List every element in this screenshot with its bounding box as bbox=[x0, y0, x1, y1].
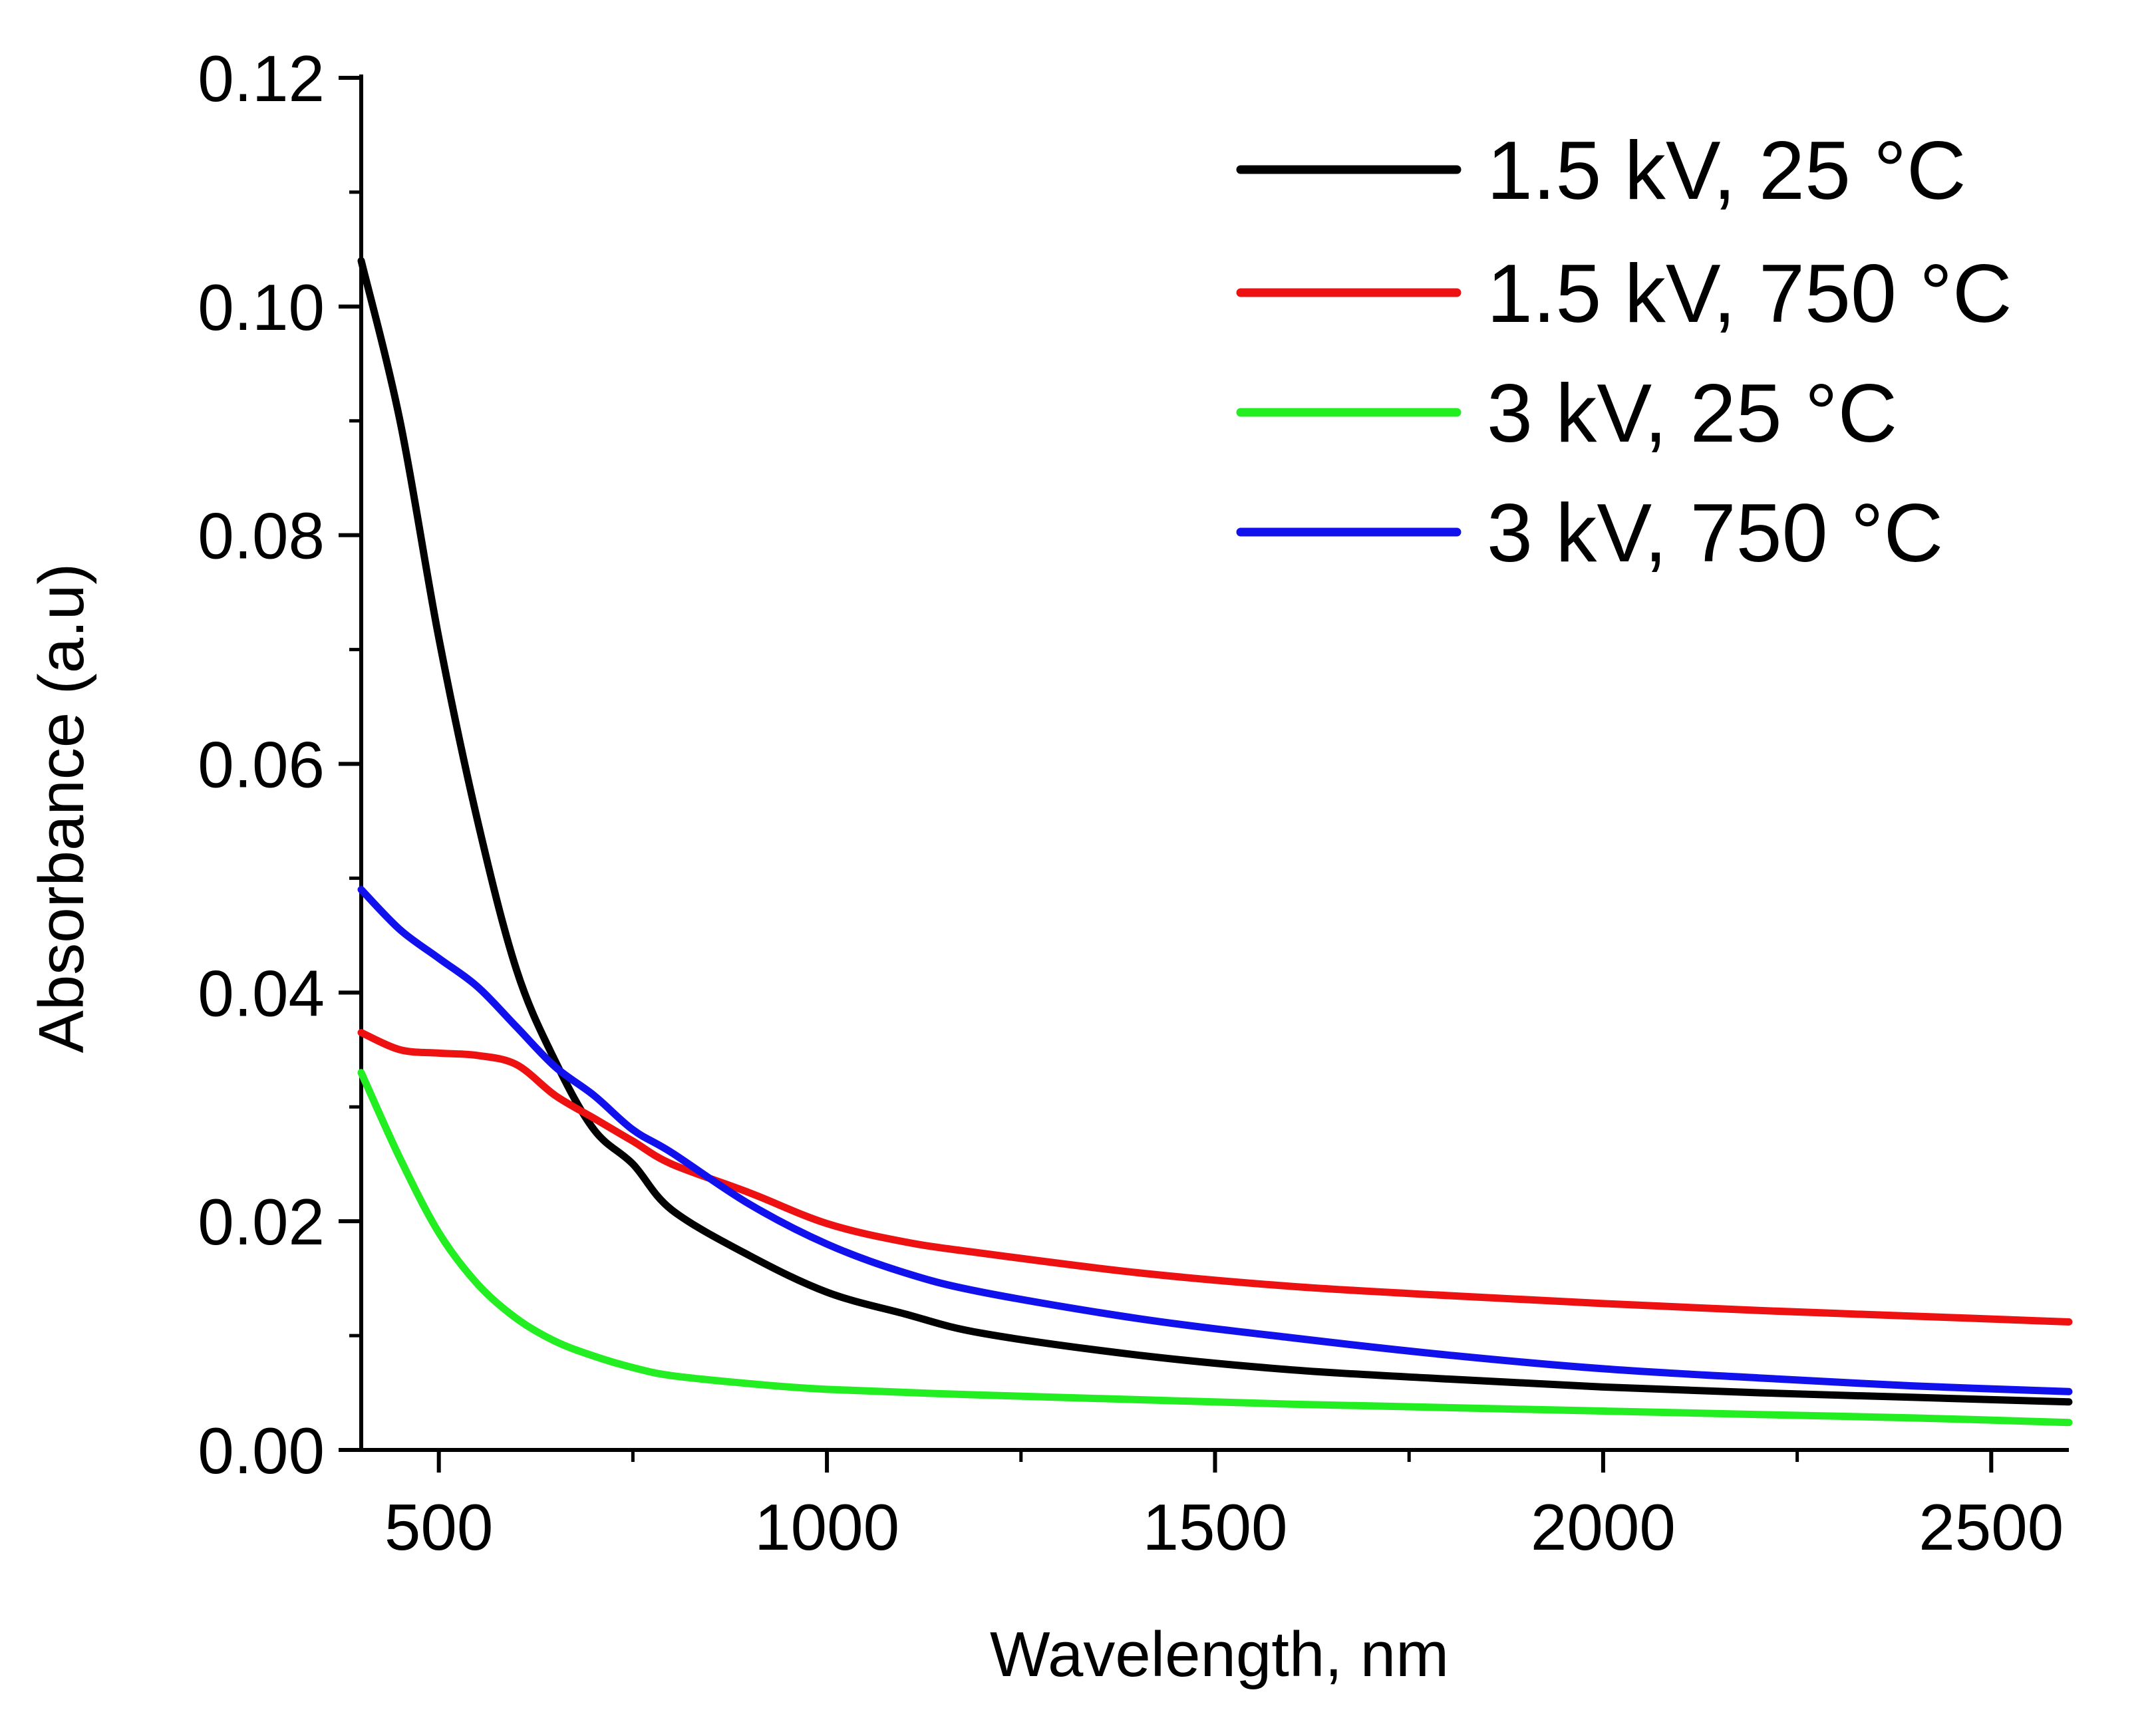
legend: 1.5 kV, 25 °C 1.5 kV, 750 °C 3 kV, 25 °C 3 … bbox=[1236, 125, 2012, 579]
x-tick-label: 1500 bbox=[1142, 1491, 1287, 1564]
y-tick-label: 0.02 bbox=[198, 1185, 325, 1258]
y-tick-label: 0.12 bbox=[198, 42, 325, 115]
y-tick-label: 0.08 bbox=[198, 499, 325, 573]
x-axis-title: Wavelength, nm bbox=[990, 1619, 1449, 1690]
x-tick-label: 1000 bbox=[754, 1491, 899, 1564]
x-tick-label: 2000 bbox=[1531, 1491, 1676, 1564]
series-line-1-5kv-750c bbox=[357, 1029, 2073, 1326]
legend-label: 1.5 kV, 750 °C bbox=[1487, 248, 2012, 340]
x-tick-label: 500 bbox=[385, 1491, 494, 1564]
y-tick-label: 0.04 bbox=[198, 956, 325, 1030]
y-tick-label: 0.06 bbox=[198, 728, 325, 801]
series-line-3kv-750c bbox=[357, 886, 2073, 1395]
legend-label: 3 kV, 750 °C bbox=[1487, 488, 1943, 579]
x-tick-label: 2500 bbox=[1919, 1491, 2064, 1564]
legend-label: 3 kV, 25 °C bbox=[1487, 368, 1897, 460]
y-tick-label: 0.10 bbox=[198, 271, 325, 344]
series-line-3kv-25c bbox=[357, 1069, 2073, 1427]
y-tick-label: 0.00 bbox=[198, 1414, 325, 1487]
series-line-1-5kv-25c bbox=[357, 257, 2073, 1406]
plot-area: 0.00 0.02 0.04 0.06 0.08 0.10 0.12 500 1000 1500 2… bbox=[198, 42, 2073, 1564]
y-axis-title: Absorbance (a.u) bbox=[26, 563, 97, 1053]
legend-label: 1.5 kV, 25 °C bbox=[1487, 125, 1966, 217]
